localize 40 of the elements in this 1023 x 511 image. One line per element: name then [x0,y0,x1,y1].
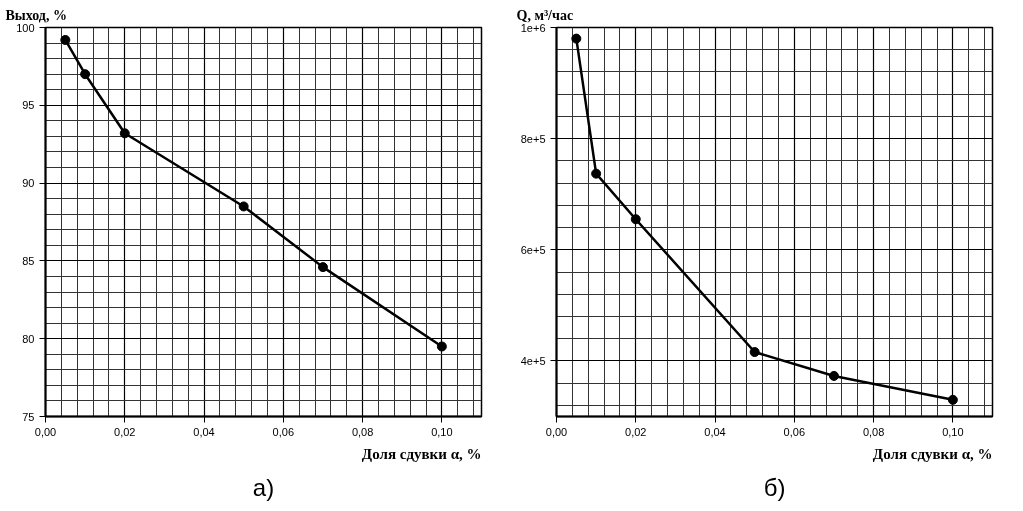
point [80,69,91,80]
x-tick-label: 0,00 [34,425,57,438]
y-tick-label: 90 [22,177,35,190]
y-tick-label: 85 [22,254,35,267]
point [436,341,447,352]
x-tick-label: 0,08 [351,425,374,438]
y-tick-label: 75 [22,410,35,423]
x-tick-label: 0,10 [431,425,453,438]
y-tick-label: 8e+5 [520,132,546,145]
x-tick-label: 0,08 [862,425,885,438]
x-tick-label: 0,04 [193,425,215,438]
point [238,201,249,212]
x-tick-label: 0,10 [942,425,964,438]
x-tick-label: 0,04 [704,425,726,438]
point [828,370,839,381]
y-tick-label: 95 [22,99,35,112]
y-tick-label: 6e+5 [520,243,546,256]
point [749,347,760,358]
x-tick-label: 0,06 [783,425,806,438]
text: б) [763,473,786,501]
point [571,33,582,44]
point [630,214,641,225]
point [317,262,328,273]
x-tick-label: 0,02 [625,425,647,438]
y-tick-label: 100 [16,21,35,34]
point [60,34,71,45]
x-axis-title: Доля сдувки α, % [872,445,993,462]
point [591,168,602,179]
text: а) [252,473,275,501]
y-axis-title: Выход, % [5,7,67,23]
y-tick-label: 1e+6 [520,21,546,34]
x-tick-label: 0,00 [545,425,568,438]
y-tick-label: 4e+5 [520,354,546,367]
x-tick-label: 0,02 [114,425,136,438]
x-tick-label: 0,06 [272,425,295,438]
point [119,128,130,139]
y-tick-label: 80 [22,332,35,345]
x-axis-title: Доля сдувки α, % [361,445,482,462]
point [947,394,958,405]
y-axis-title: Q, м³/час [516,7,574,23]
